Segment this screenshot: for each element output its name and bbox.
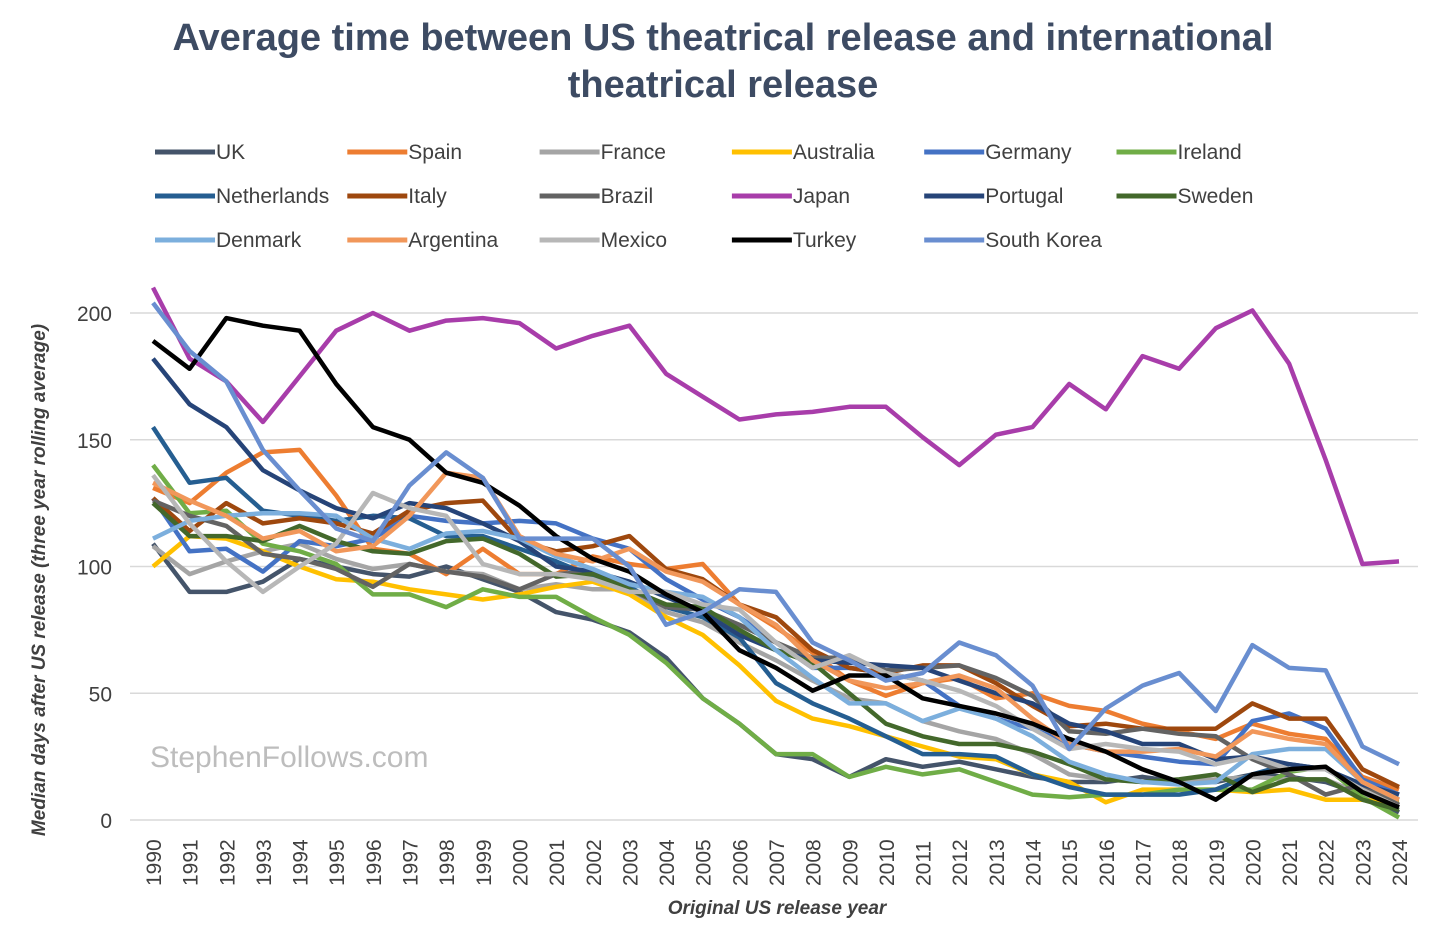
legend-item: Brazil bbox=[539, 185, 654, 208]
series-line-turkey bbox=[151, 315, 1400, 810]
x-tick-label: 2010 bbox=[876, 839, 899, 886]
series-line-mexico bbox=[151, 473, 1400, 810]
legend-label: Sweden bbox=[1178, 185, 1254, 208]
x-axis-label: Original US release year bbox=[668, 898, 888, 919]
x-tick-label: 2018 bbox=[1169, 839, 1192, 886]
x-tick-label: 1990 bbox=[143, 839, 166, 886]
legend-label: Argentina bbox=[408, 229, 498, 252]
x-tick-label: 1996 bbox=[363, 839, 386, 886]
x-tick-label: 2004 bbox=[656, 839, 679, 886]
y-tick-label: 200 bbox=[77, 303, 112, 326]
x-tick-label: 2005 bbox=[693, 839, 716, 886]
y-axis-label: Median days after US release (three year… bbox=[29, 324, 50, 836]
legend-label: Australia bbox=[793, 141, 875, 164]
series-line-japan bbox=[151, 286, 1400, 567]
x-tick-label: 1995 bbox=[326, 839, 349, 886]
legend-label: Japan bbox=[793, 185, 850, 208]
x-tick-label: 2020 bbox=[1242, 839, 1265, 886]
x-tick-label: 2008 bbox=[803, 839, 826, 886]
x-tick-label: 2013 bbox=[986, 839, 1009, 886]
series-lines bbox=[151, 286, 1401, 820]
x-tick-label: 1991 bbox=[180, 839, 203, 886]
legend-label: Germany bbox=[985, 141, 1072, 164]
legend-item: South Korea bbox=[924, 229, 1102, 252]
legend-item: Italy bbox=[347, 185, 447, 208]
legend-item: Australia bbox=[731, 141, 875, 164]
legend-label: Brazil bbox=[601, 185, 654, 208]
x-tick-label: 2019 bbox=[1206, 839, 1229, 886]
y-tick-label: 100 bbox=[77, 557, 112, 580]
legend-label: UK bbox=[216, 141, 245, 164]
gridlines: 0 50 100 150 200 bbox=[77, 303, 1418, 833]
y-tick-label: 150 bbox=[77, 430, 112, 453]
x-axis-ticks: 1990 1991 1992 1993 1994 1995 1996 1997 1998 1999… bbox=[143, 839, 1412, 886]
x-tick-label: 2009 bbox=[839, 839, 862, 886]
legend-label: Netherlands bbox=[216, 185, 329, 208]
x-tick-label: 1994 bbox=[290, 839, 313, 886]
x-tick-label: 2023 bbox=[1352, 839, 1375, 886]
watermark: StephenFollows.com bbox=[150, 741, 428, 774]
x-tick-label: 2000 bbox=[509, 839, 532, 886]
legend-label: Portugal bbox=[985, 185, 1063, 208]
x-tick-label: 2001 bbox=[546, 839, 569, 886]
chart-title-line-1: Average time between US theatrical relea… bbox=[173, 17, 1274, 59]
chart-title-line-2: theatrical release bbox=[568, 64, 879, 106]
legend-item: Sweden bbox=[1116, 185, 1254, 208]
x-tick-label: 1999 bbox=[473, 839, 496, 886]
legend-item: Germany bbox=[924, 141, 1072, 164]
x-tick-label: 2006 bbox=[729, 839, 752, 886]
legend-item: Spain bbox=[347, 141, 462, 164]
x-tick-label: 2017 bbox=[1132, 839, 1155, 886]
x-tick-label: 2002 bbox=[583, 839, 606, 886]
legend-item: Japan bbox=[731, 185, 850, 208]
legend-item: Denmark bbox=[155, 229, 302, 252]
legend-label: Denmark bbox=[216, 229, 302, 252]
x-tick-label: 2022 bbox=[1316, 839, 1339, 886]
x-tick-label: 2015 bbox=[1059, 839, 1082, 886]
x-tick-label: 2021 bbox=[1279, 839, 1302, 886]
legend: UK Spain France Australia Germany Ireland Neth… bbox=[155, 141, 1253, 252]
x-tick-label: 2011 bbox=[913, 841, 936, 886]
legend-label: South Korea bbox=[985, 229, 1102, 252]
series-line-south-korea bbox=[151, 301, 1400, 767]
legend-label: Italy bbox=[408, 185, 447, 208]
legend-label: France bbox=[601, 141, 666, 164]
legend-label: Spain bbox=[408, 141, 462, 164]
x-tick-label: 2024 bbox=[1389, 839, 1412, 886]
x-tick-label: 1993 bbox=[253, 839, 276, 886]
legend-item: Argentina bbox=[347, 229, 499, 252]
legend-item: Portugal bbox=[924, 185, 1063, 208]
x-tick-label: 2012 bbox=[949, 839, 972, 886]
x-tick-label: 2007 bbox=[766, 839, 789, 886]
legend-label: Ireland bbox=[1178, 141, 1242, 164]
legend-item: UK bbox=[155, 141, 245, 164]
x-tick-label: 1997 bbox=[400, 839, 423, 886]
legend-item: Netherlands bbox=[155, 185, 329, 208]
x-tick-label: 2003 bbox=[619, 839, 642, 886]
series-line-denmark bbox=[152, 511, 1400, 802]
legend-label: Turkey bbox=[793, 229, 857, 252]
series-line-france bbox=[151, 541, 1400, 810]
legend-item: Ireland bbox=[1116, 141, 1242, 164]
x-tick-label: 2014 bbox=[1023, 839, 1046, 886]
legend-item: Mexico bbox=[539, 229, 668, 252]
x-tick-label: 2016 bbox=[1096, 839, 1119, 886]
series-line-netherlands bbox=[151, 425, 1400, 802]
legend-label: Mexico bbox=[601, 229, 668, 252]
x-tick-label: 1998 bbox=[436, 839, 459, 886]
x-tick-label: 1992 bbox=[216, 839, 239, 886]
series-line-argentina bbox=[152, 470, 1400, 802]
legend-item: France bbox=[539, 141, 666, 164]
y-tick-label: 50 bbox=[89, 683, 112, 706]
y-tick-label: 0 bbox=[100, 810, 112, 833]
legend-item: Turkey bbox=[731, 229, 857, 252]
